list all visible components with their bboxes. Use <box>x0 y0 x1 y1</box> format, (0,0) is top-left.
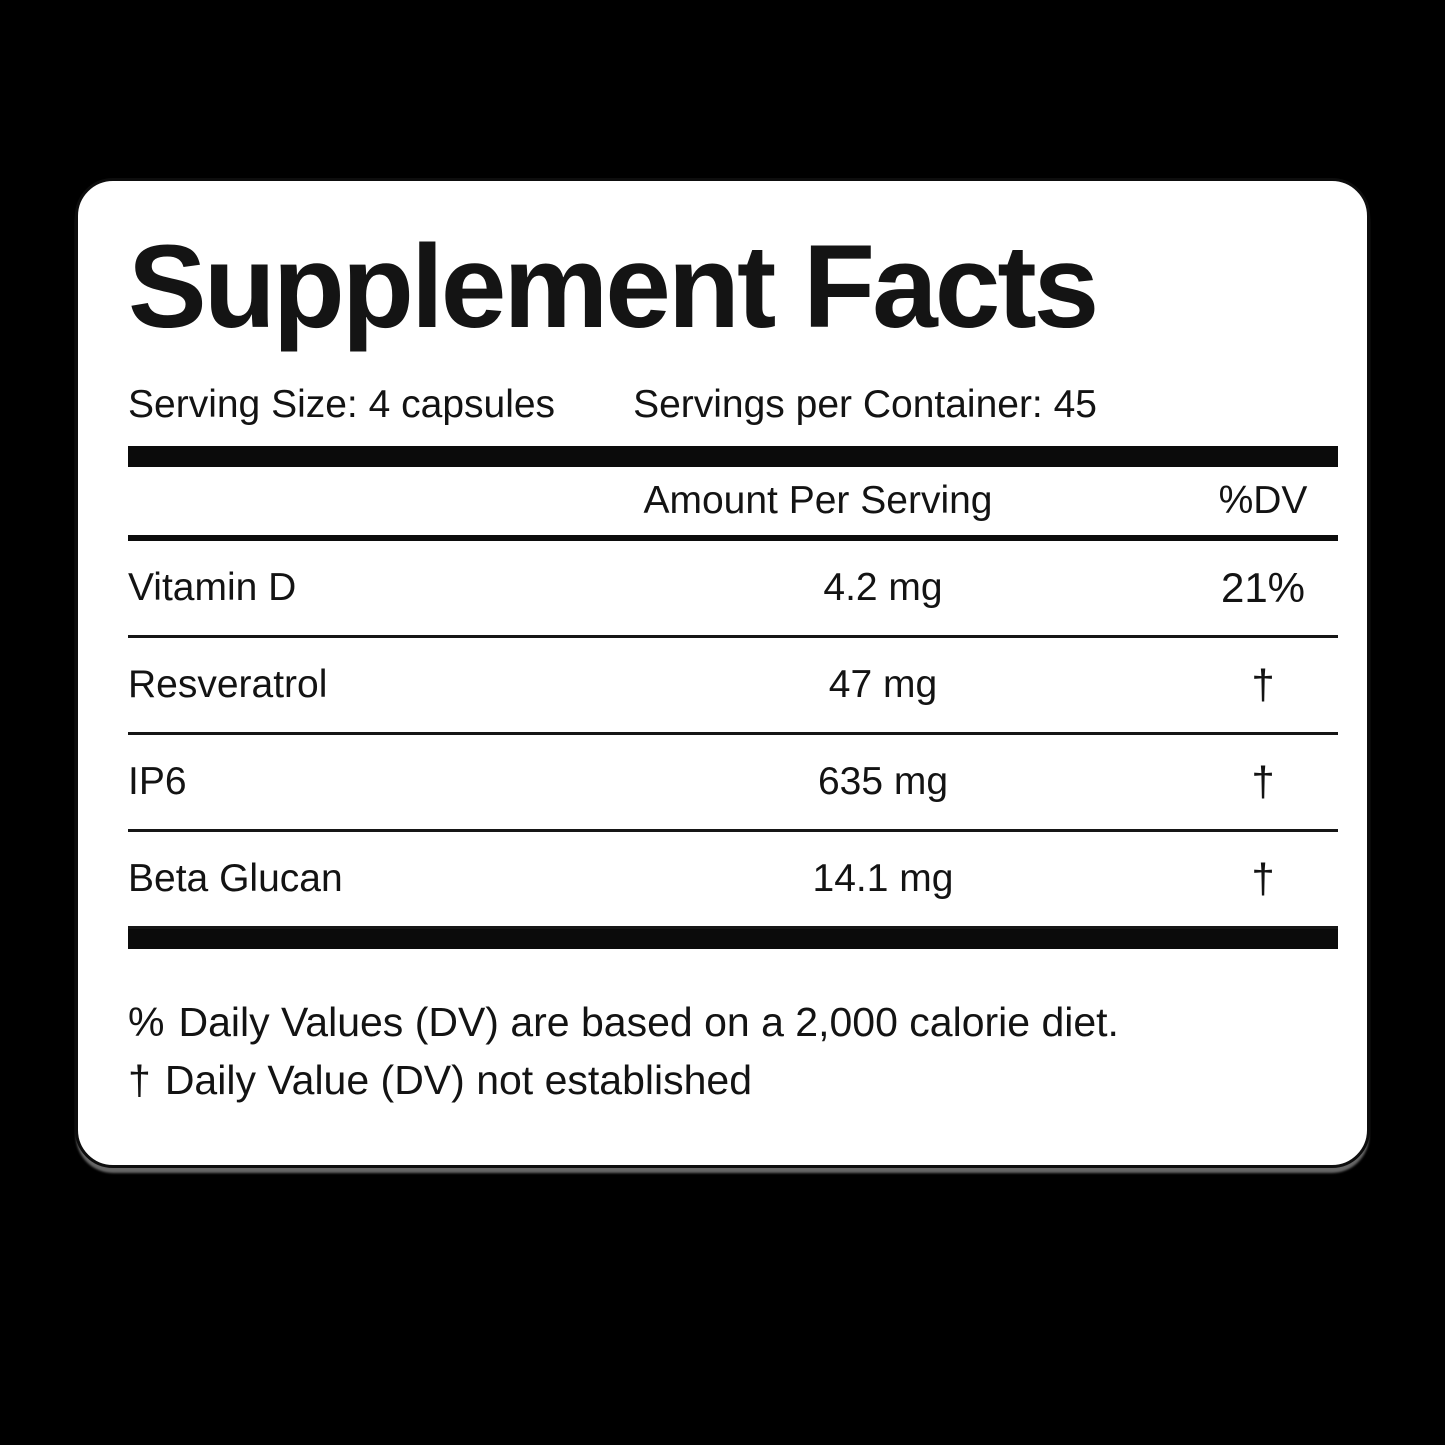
footnote-text: Daily Values (DV) are based on a 2,000 c… <box>178 999 1119 1045</box>
label-title: Supplement Facts <box>128 221 1099 353</box>
ingredient-name: Vitamin D <box>128 566 297 609</box>
footnote-dv-not-established: † Daily Value (DV) not established <box>128 1051 1317 1109</box>
ingredient-name: IP6 <box>128 760 187 803</box>
table-row: Beta Glucan 14.1 mg † <box>128 832 1338 929</box>
ingredient-amount: 14.1 mg <box>812 857 954 900</box>
percent-symbol: % <box>128 999 165 1045</box>
ingredient-dv: 21% <box>1220 564 1306 611</box>
dagger-symbol: † <box>128 1057 151 1103</box>
ingredient-name: Resveratrol <box>128 663 328 706</box>
footnotes-section: % Daily Values (DV) are based on a 2,000 … <box>128 993 1317 1109</box>
supplement-facts-label: Supplement Facts Serving Size: 4 capsule… <box>75 178 1370 1168</box>
serving-size-text: Serving Size: 4 capsules <box>128 383 556 426</box>
ingredient-amount: 635 mg <box>817 760 949 803</box>
table-row: Vitamin D 4.2 mg 21% <box>128 541 1338 638</box>
divider-thick-bottom <box>128 929 1338 949</box>
table-header-row: Amount Per Serving %DV <box>128 467 1338 541</box>
serving-info: Serving Size: 4 capsules Servings per Co… <box>128 379 1317 431</box>
footnote-text: Daily Value (DV) not established <box>164 1057 753 1103</box>
servings-per-container-text: Servings per Container: 45 <box>633 383 1097 426</box>
ingredient-amount: 4.2 mg <box>823 566 943 609</box>
ingredient-dv-dagger: † <box>1251 661 1275 708</box>
header-dv-column: %DV <box>1218 479 1308 522</box>
divider-thick-top <box>128 446 1338 467</box>
ingredient-amount: 47 mg <box>828 663 938 706</box>
ingredient-dv-dagger: † <box>1251 855 1275 902</box>
ingredient-dv-dagger: † <box>1251 758 1275 805</box>
table-row: IP6 635 mg † <box>128 735 1338 832</box>
table-row: Resveratrol 47 mg † <box>128 638 1338 735</box>
ingredient-name: Beta Glucan <box>128 857 343 900</box>
footnote-daily-values: % Daily Values (DV) are based on a 2,000 … <box>128 993 1317 1051</box>
header-amount-column: Amount Per Serving <box>643 479 993 522</box>
